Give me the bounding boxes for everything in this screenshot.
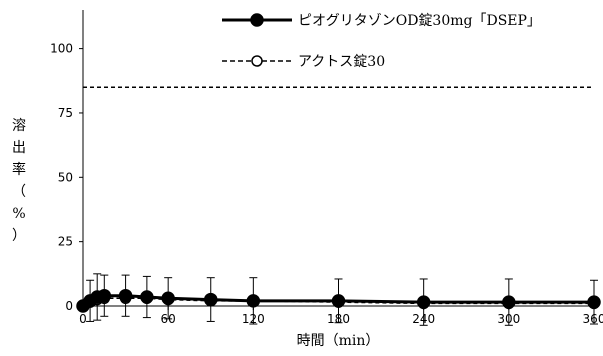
data-point — [246, 294, 261, 308]
y-tick-label: 100 — [50, 42, 73, 56]
y-axis-label-char: ） — [12, 228, 26, 244]
data-point — [161, 291, 175, 306]
data-point — [416, 295, 431, 309]
legend: ピオグリタゾンOD錠30mg「DSEP」アクトス錠30 — [222, 13, 541, 70]
y-tick-label: 25 — [58, 235, 73, 249]
y-axis-label-char: 溶 — [12, 118, 26, 134]
data-point — [331, 294, 346, 308]
series-layer — [76, 273, 601, 326]
x-axis-label: 時間（min） — [297, 333, 380, 349]
data-point — [97, 288, 112, 303]
legend-marker-2 — [251, 55, 263, 67]
y-tick-label: 0 — [65, 299, 73, 313]
y-axis-label-char: （ — [12, 184, 26, 200]
y-axis-label-char: 率 — [12, 161, 26, 178]
y-tick-label: 50 — [58, 170, 73, 184]
x-tick-label: 360 — [583, 312, 603, 326]
data-point — [204, 292, 218, 307]
y-tick-label: 75 — [58, 106, 73, 120]
data-point — [140, 290, 154, 304]
y-axis-label: 溶出率 （% ） — [12, 118, 26, 244]
series-1 — [76, 273, 601, 326]
axis-labels: 時間（min） 溶出率 （% ） — [12, 118, 379, 349]
data-point — [587, 295, 601, 309]
legend-label-2: アクトス錠30 — [298, 54, 385, 70]
data-point — [502, 295, 516, 309]
legend-marker-1 — [250, 13, 264, 27]
data-point — [118, 288, 133, 303]
x-tick-label: 0 — [79, 312, 87, 326]
y-axis-label-char: % — [12, 206, 25, 222]
y-axis-label-char: 出 — [12, 140, 26, 156]
legend-label-1: ピオグリタゾンOD錠30mg「DSEP」 — [298, 13, 541, 29]
